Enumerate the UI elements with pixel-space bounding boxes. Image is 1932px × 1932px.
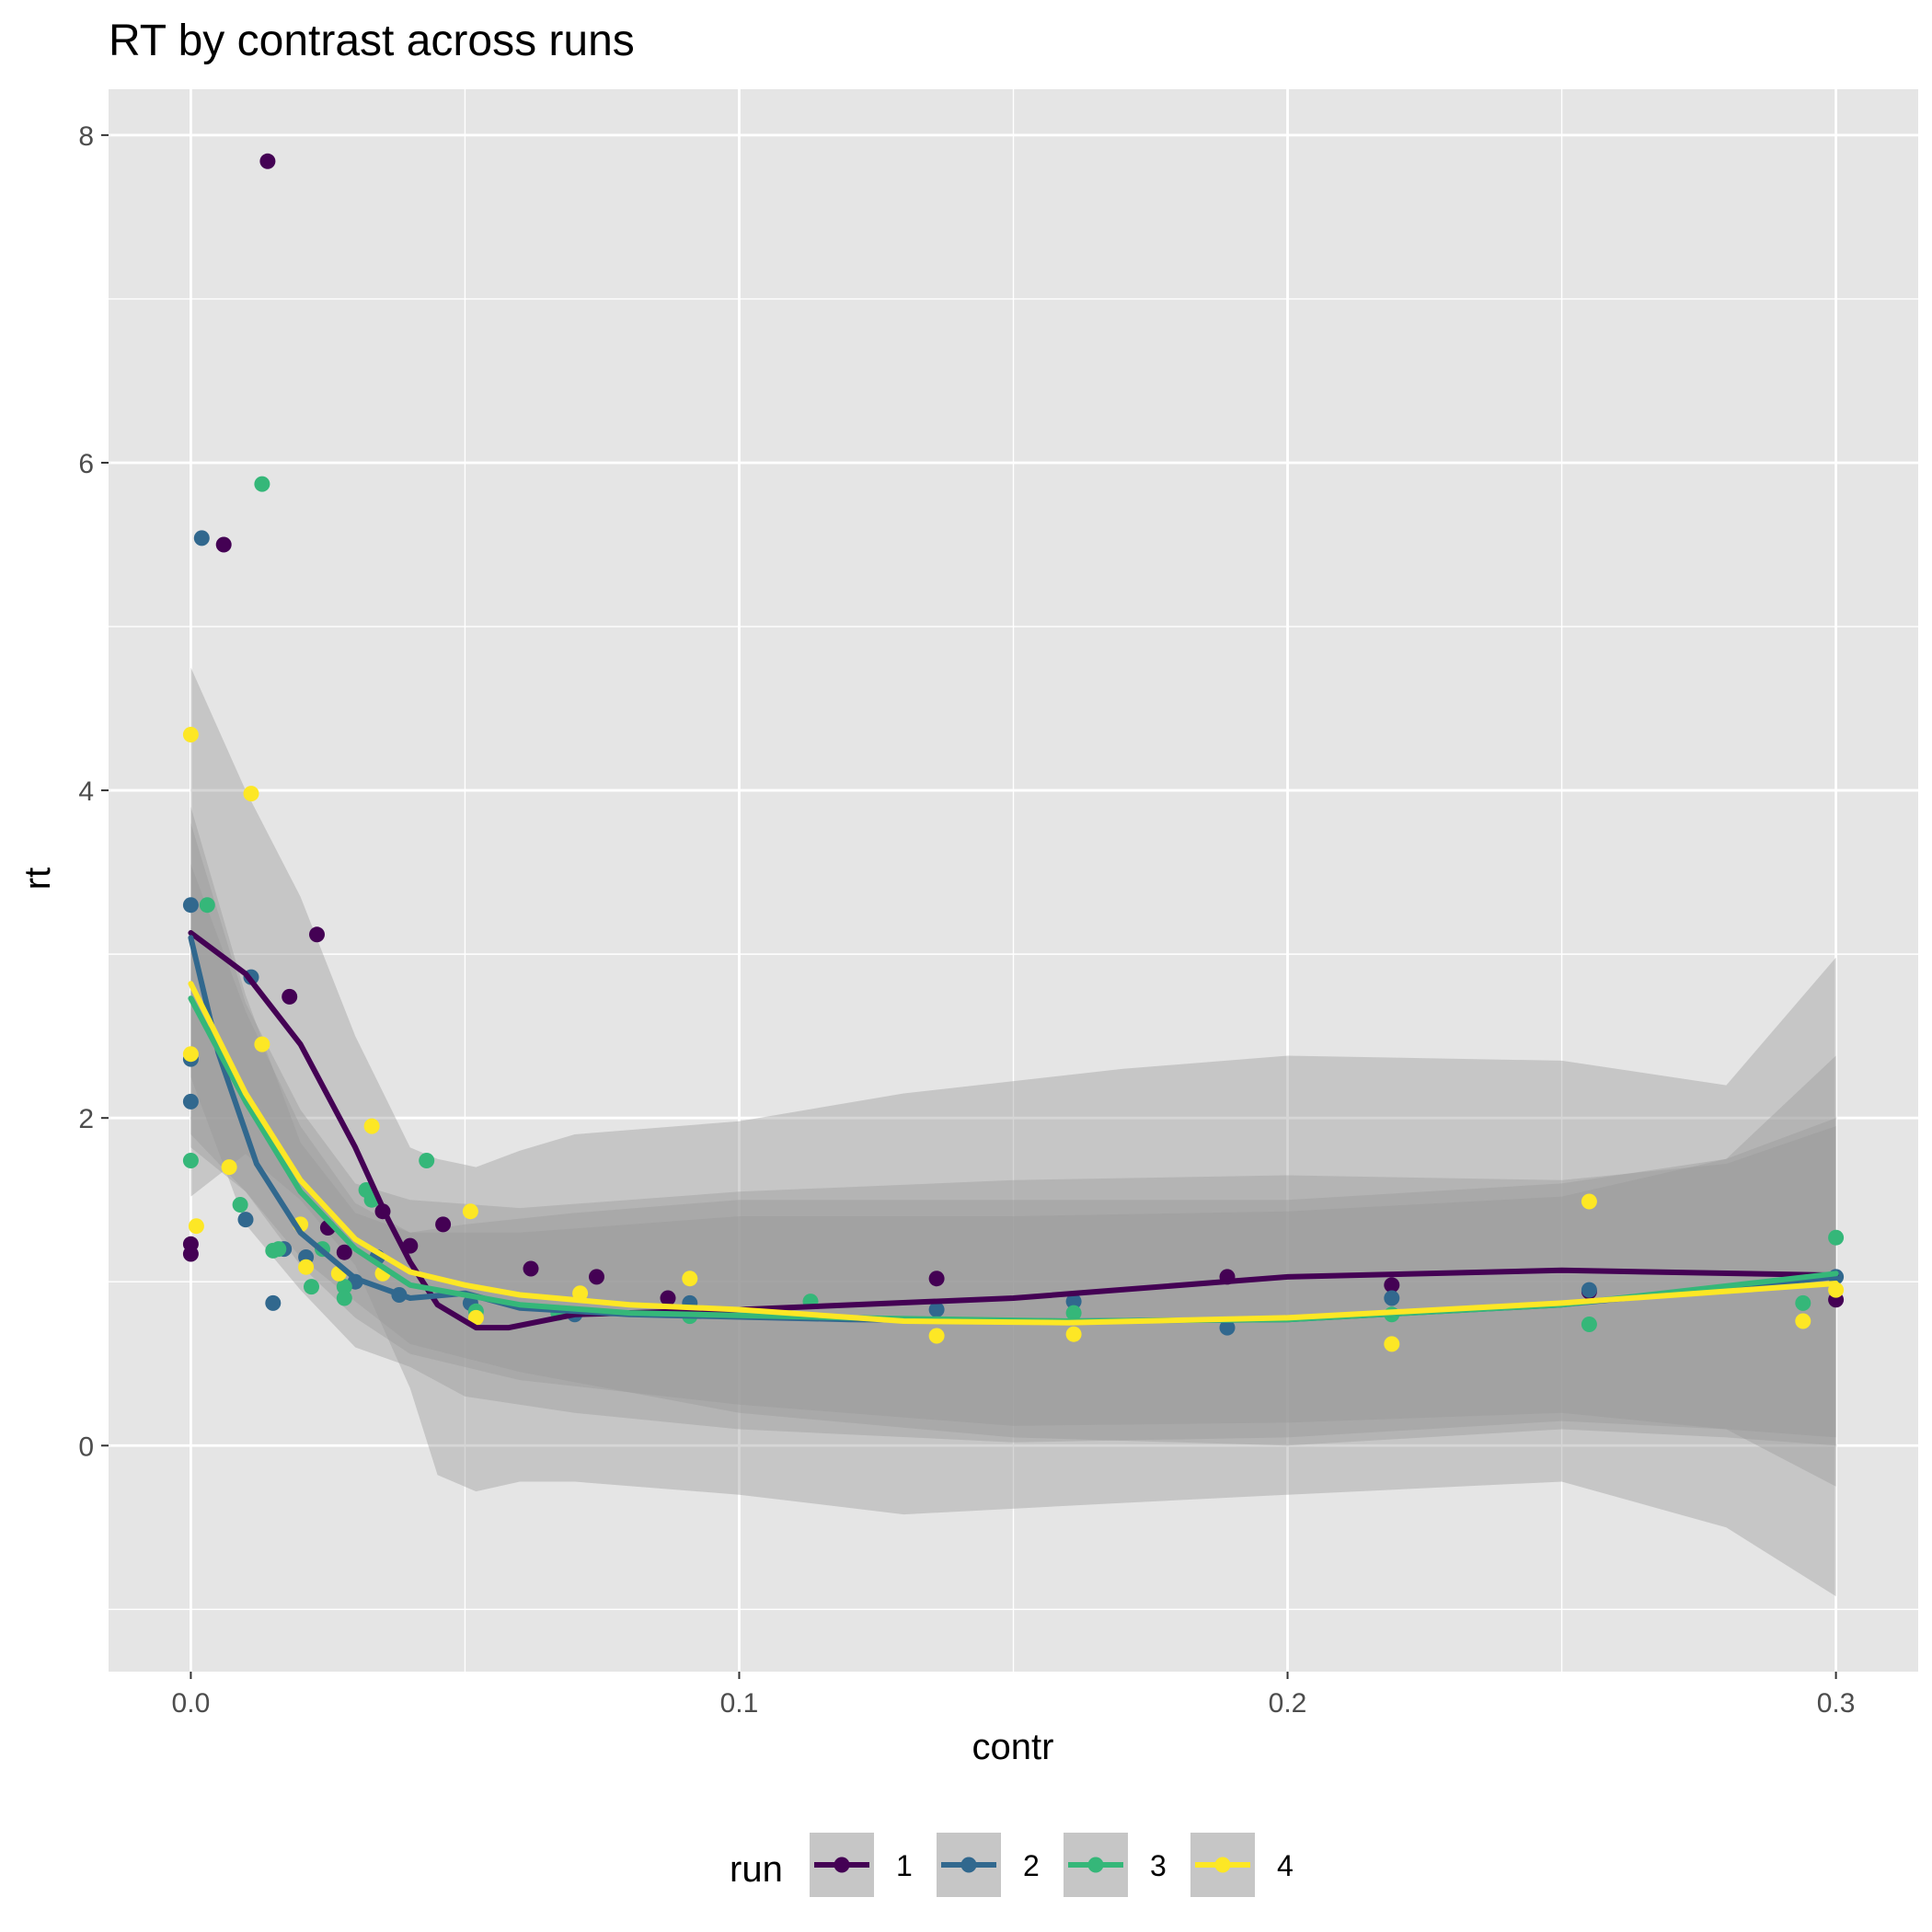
legend-dot-run-3 xyxy=(1087,1857,1104,1873)
data-point-run-1 xyxy=(928,1271,945,1287)
data-point-run-2 xyxy=(182,897,199,914)
data-point-run-2 xyxy=(237,1212,254,1228)
x-tick-label: 0.2 xyxy=(1269,1688,1307,1719)
data-point-run-4 xyxy=(1795,1313,1811,1329)
data-point-run-3 xyxy=(304,1279,319,1295)
data-point-run-2 xyxy=(1384,1290,1400,1306)
data-points xyxy=(182,153,1845,1352)
data-point-run-4 xyxy=(1384,1336,1400,1352)
smooth-line-run-1 xyxy=(188,930,1839,1331)
data-point-run-1 xyxy=(1384,1277,1400,1294)
y-tick-label: 2 xyxy=(78,1104,94,1134)
confidence-band-run-1 xyxy=(190,667,1836,1597)
confidence-band-run-3 xyxy=(190,864,1836,1487)
x-tick-label: 0.3 xyxy=(1817,1688,1856,1719)
data-point-run-3 xyxy=(419,1153,435,1168)
data-point-run-3 xyxy=(270,1241,287,1258)
data-point-run-4 xyxy=(243,786,259,802)
data-point-run-2 xyxy=(928,1302,945,1317)
legend-label-run-1: 1 xyxy=(896,1849,913,1882)
data-point-run-3 xyxy=(336,1290,352,1306)
data-point-run-2 xyxy=(193,530,210,546)
data-point-run-4 xyxy=(1581,1193,1597,1210)
data-point-run-4 xyxy=(682,1271,698,1287)
data-point-run-4 xyxy=(188,1218,204,1235)
legend-label-run-4: 4 xyxy=(1277,1849,1294,1882)
y-tick-label: 8 xyxy=(78,121,94,152)
data-point-run-4 xyxy=(221,1159,237,1176)
legend-dot-run-2 xyxy=(960,1857,977,1873)
data-point-run-2 xyxy=(265,1294,282,1311)
y-tick-label: 6 xyxy=(78,449,94,479)
data-point-run-2 xyxy=(182,1093,199,1110)
legend-dot-run-4 xyxy=(1214,1857,1231,1873)
data-point-run-1 xyxy=(523,1260,539,1277)
data-point-run-4 xyxy=(1065,1326,1082,1342)
legend-title: run xyxy=(730,1849,783,1890)
data-point-run-3 xyxy=(1828,1229,1845,1246)
data-point-run-1 xyxy=(282,988,298,1005)
data-point-run-4 xyxy=(363,1118,380,1134)
legend-label-run-2: 2 xyxy=(1023,1849,1040,1882)
data-point-run-4 xyxy=(182,727,199,742)
data-point-run-1 xyxy=(660,1290,676,1306)
legend-label-run-3: 3 xyxy=(1150,1849,1167,1882)
data-point-run-2 xyxy=(1065,1294,1082,1310)
confidence-band-run-2 xyxy=(190,806,1836,1443)
data-point-run-4 xyxy=(254,1036,270,1052)
data-point-run-2 xyxy=(1219,1319,1236,1336)
x-axis-title: contr xyxy=(972,1727,1054,1767)
data-point-run-1 xyxy=(215,536,232,553)
smooth-line-run-4 xyxy=(188,981,1839,1326)
data-point-run-2 xyxy=(1581,1282,1597,1298)
data-point-run-1 xyxy=(182,1246,199,1262)
x-tick-label: 0.0 xyxy=(172,1688,211,1719)
legend: run 1 2 3 4 xyxy=(730,1833,1294,1897)
data-point-run-3 xyxy=(1795,1294,1811,1311)
data-point-run-1 xyxy=(435,1216,452,1233)
data-point-run-4 xyxy=(298,1259,315,1275)
confidence-bands xyxy=(190,667,1836,1597)
data-point-run-1 xyxy=(259,153,276,169)
data-point-run-1 xyxy=(589,1269,604,1285)
data-point-run-3 xyxy=(254,476,270,492)
data-point-run-4 xyxy=(182,1046,199,1063)
legend-dot-run-1 xyxy=(834,1857,850,1873)
grid-layer xyxy=(109,89,1918,1672)
data-point-run-4 xyxy=(928,1328,945,1344)
data-point-run-4 xyxy=(572,1285,589,1302)
data-point-run-4 xyxy=(467,1309,484,1326)
data-point-run-4 xyxy=(462,1203,478,1220)
y-axis-title: rt xyxy=(17,868,58,890)
data-point-run-1 xyxy=(336,1244,352,1260)
axes: 0.0 0.1 0.2 0.3 0 2 4 6 8 xyxy=(78,121,1855,1719)
chart-title: RT by contrast across runs xyxy=(109,17,635,65)
data-point-run-3 xyxy=(232,1197,248,1213)
data-point-run-3 xyxy=(1581,1317,1597,1332)
y-tick-label: 0 xyxy=(78,1432,94,1462)
data-point-run-3 xyxy=(1065,1305,1082,1321)
smooth-lines xyxy=(188,930,1839,1331)
data-point-run-3 xyxy=(199,897,215,914)
data-point-run-3 xyxy=(182,1153,199,1168)
y-tick-label: 4 xyxy=(78,776,94,807)
data-point-run-3 xyxy=(336,1279,352,1295)
confidence-band-run-4 xyxy=(190,822,1836,1446)
data-point-run-1 xyxy=(309,926,325,943)
x-tick-label: 0.1 xyxy=(720,1688,759,1719)
